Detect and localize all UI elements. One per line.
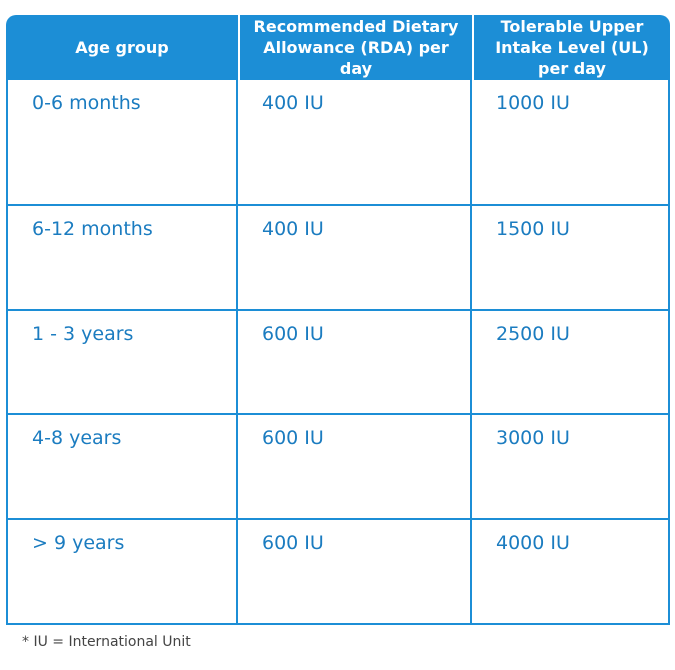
header-row: Age group Recommended Dietary Allowance (… <box>6 15 670 80</box>
table-cell: 1000 IU <box>472 80 670 206</box>
table-row: > 9 years 600 IU 4000 IU <box>6 520 670 625</box>
table-body: 0-6 months 400 IU 1000 IU 6-12 months 400 IU… <box>6 80 670 625</box>
table-row: 0-6 months 400 IU 1000 IU <box>6 80 670 206</box>
header-cell: Recommended Dietary Allowance (RDA) per … <box>238 15 472 80</box>
table-cell: 2500 IU <box>472 311 670 415</box>
table-cell: 1 - 3 years <box>6 311 238 415</box>
table-row: 4-8 years 600 IU 3000 IU <box>6 415 670 520</box>
table-cell: 400 IU <box>238 206 472 311</box>
rda-table: Age group Recommended Dietary Allowance (… <box>6 15 670 625</box>
table-cell: 600 IU <box>238 415 472 520</box>
table-cell: 4000 IU <box>472 520 670 625</box>
header-cell: Tolerable Upper Intake Level (UL) per da… <box>472 15 670 80</box>
table-cell: > 9 years <box>6 520 238 625</box>
table-row: 6-12 months 400 IU 1500 IU <box>6 206 670 311</box>
table-cell: 3000 IU <box>472 415 670 520</box>
table-cell: 600 IU <box>238 520 472 625</box>
table-container: Age group Recommended Dietary Allowance (… <box>6 15 670 625</box>
table-cell: 4-8 years <box>6 415 238 520</box>
table-cell: 1500 IU <box>472 206 670 311</box>
table-cell: 6-12 months <box>6 206 238 311</box>
footnote: * IU = International Unit <box>22 634 191 650</box>
table-cell: 0-6 months <box>6 80 238 206</box>
table-row: 1 - 3 years 600 IU 2500 IU <box>6 311 670 415</box>
header-cell: Age group <box>6 15 238 80</box>
table-cell: 400 IU <box>238 80 472 206</box>
table-cell: 600 IU <box>238 311 472 415</box>
